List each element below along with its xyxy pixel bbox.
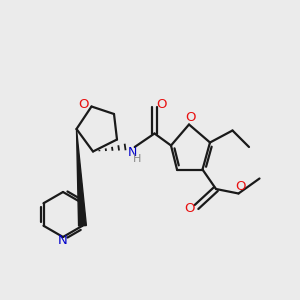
Polygon shape xyxy=(76,129,86,226)
Text: O: O xyxy=(156,98,166,112)
Text: O: O xyxy=(235,180,245,194)
Text: O: O xyxy=(185,111,196,124)
Text: O: O xyxy=(78,98,88,112)
Text: N: N xyxy=(128,146,138,159)
Text: H: H xyxy=(133,154,141,164)
Text: O: O xyxy=(185,202,195,215)
Text: N: N xyxy=(58,234,68,247)
